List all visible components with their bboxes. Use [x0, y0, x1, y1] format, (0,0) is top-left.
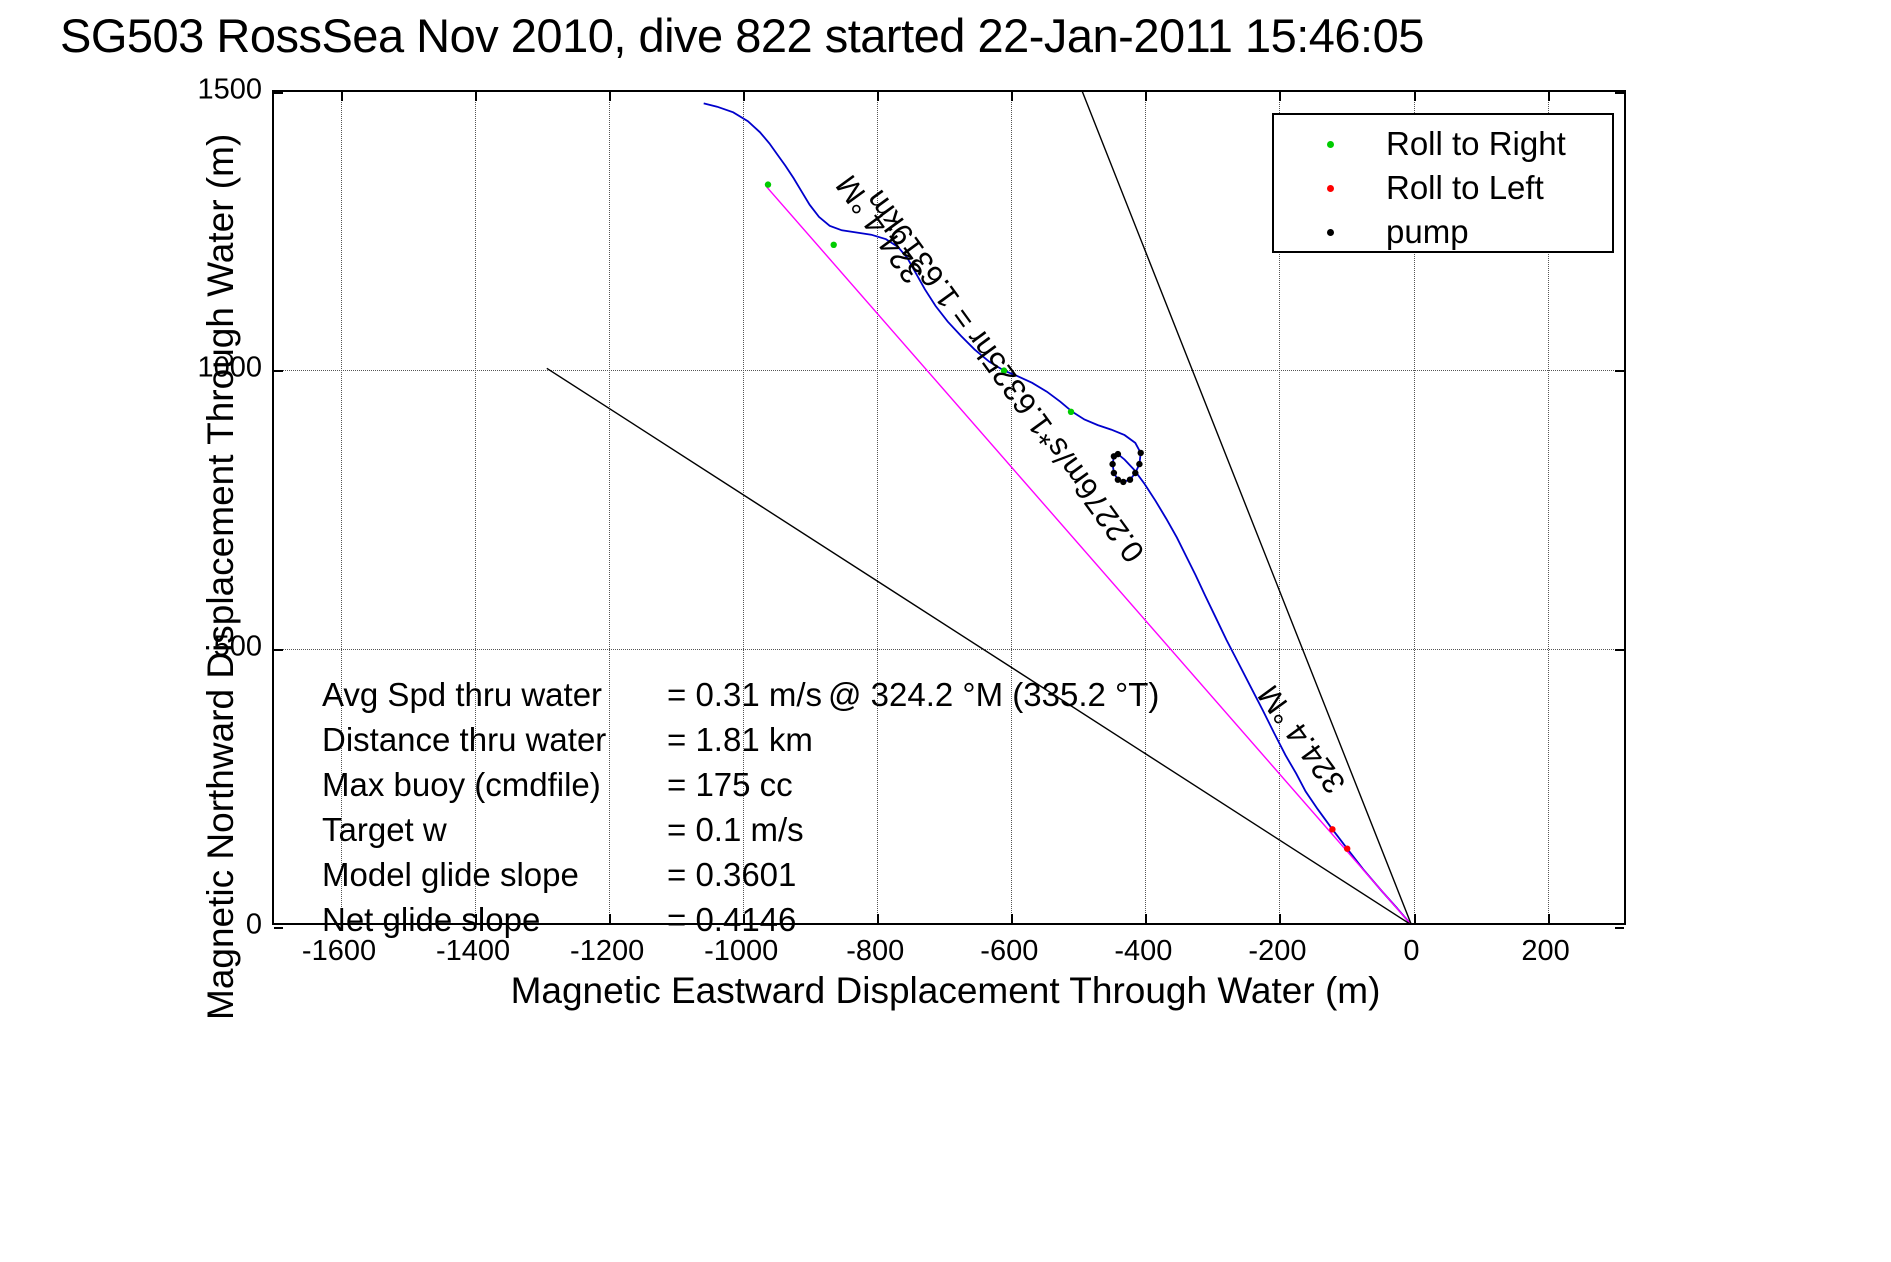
stat-row: Target w = 0.1 m/s	[322, 807, 1159, 852]
y-axis-label: Magnetic Northward Displacement Through …	[200, 133, 241, 1020]
x-tick	[1547, 92, 1550, 101]
x-tick-label: -1200	[570, 935, 645, 967]
x-tick	[475, 914, 478, 923]
x-tick	[1145, 92, 1148, 101]
y-tick	[1615, 92, 1624, 94]
y-tick	[274, 370, 283, 373]
stat-value: = 175 cc	[667, 765, 793, 803]
x-gridline	[475, 92, 477, 923]
stat-label: Max buoy (cmdfile)	[322, 765, 601, 803]
x-tick	[1413, 92, 1416, 101]
x-tick-label: -1000	[704, 935, 779, 967]
legend-marker-icon	[1274, 228, 1386, 236]
stat-value: = 0.4146	[667, 900, 797, 938]
x-tick	[1547, 914, 1550, 923]
x-gridline	[1547, 92, 1549, 923]
y-tick	[1615, 927, 1624, 929]
y-gridline	[274, 370, 1624, 372]
y-gridline	[274, 648, 1624, 650]
stat-extra: @ 324.2 °M (335.2 °T)	[828, 675, 1160, 713]
legend-item[interactable]: Roll to Right	[1274, 121, 1612, 167]
stat-label: Target w	[322, 810, 447, 848]
x-tick-label: 200	[1521, 935, 1570, 967]
stat-label: Avg Spd thru water	[322, 675, 603, 713]
legend-marker-icon	[1274, 184, 1386, 192]
x-tick-label: -800	[846, 935, 905, 967]
legend: Roll to Right Roll to Left pump	[1272, 113, 1614, 253]
x-tick-label: -400	[1114, 935, 1173, 967]
x-tick	[1279, 92, 1282, 101]
y-tick	[274, 927, 283, 929]
stat-value: = 0.3601	[667, 855, 797, 893]
x-tick	[609, 92, 612, 101]
stat-value: = 0.1 m/s	[667, 810, 804, 848]
x-tick	[1279, 914, 1282, 923]
x-tick-label: -200	[1248, 935, 1307, 967]
x-tick-label: -600	[980, 935, 1039, 967]
x-tick-label: -1400	[435, 935, 511, 967]
stat-row: Avg Spd thru water = 0.31 m/s @ 324.2 °M (…	[322, 672, 1159, 717]
x-tick-label: 0	[1403, 935, 1420, 967]
legend-item-label: Roll to Left	[1386, 169, 1544, 206]
y-tick-label: 0	[245, 908, 262, 941]
page-title: SG503 RossSea Nov 2010, dive 822 started…	[60, 9, 1424, 62]
x-tick-label: -1600	[301, 935, 377, 967]
x-axis-label: Magnetic Eastward Displacement Through W…	[510, 970, 1381, 1011]
statistics-block: Avg Spd thru water = 0.31 m/s @ 324.2 °M (…	[322, 672, 1159, 942]
x-tick	[877, 92, 880, 101]
y-tick-label: 1000	[197, 351, 262, 384]
x-tick	[475, 92, 478, 101]
stat-row: Max buoy (cmdfile) = 175 cc	[322, 762, 1159, 807]
y-tick-label: 1500	[197, 73, 262, 106]
stat-row: Model glide slope = 0.3601	[322, 852, 1159, 897]
stat-label: Model glide slope	[322, 855, 579, 893]
x-tick	[743, 92, 746, 101]
y-tick	[274, 92, 283, 94]
x-tick	[1413, 914, 1416, 923]
legend-item-label: pump	[1386, 213, 1469, 250]
x-tick	[1011, 92, 1014, 101]
stat-label: Distance thru water	[322, 720, 607, 758]
y-tick	[1615, 648, 1624, 651]
x-gridline	[1413, 92, 1415, 923]
legend-item[interactable]: Roll to Left	[1274, 165, 1612, 211]
legend-item-label: Roll to Right	[1386, 125, 1566, 162]
stat-row: Distance thru water = 1.81 km	[322, 717, 1159, 762]
x-tick	[341, 914, 344, 923]
y-tick-label: 500	[213, 630, 262, 663]
x-tick	[341, 92, 344, 101]
stat-value: = 0.31 m/s	[667, 675, 822, 713]
y-tick	[1615, 370, 1624, 373]
x-gridline	[341, 92, 343, 923]
stat-value: = 1.81 km	[667, 720, 813, 758]
stat-label: Net glide slope	[322, 900, 541, 938]
y-tick	[274, 648, 283, 651]
legend-marker-icon	[1274, 140, 1386, 148]
legend-item[interactable]: pump	[1274, 209, 1612, 255]
